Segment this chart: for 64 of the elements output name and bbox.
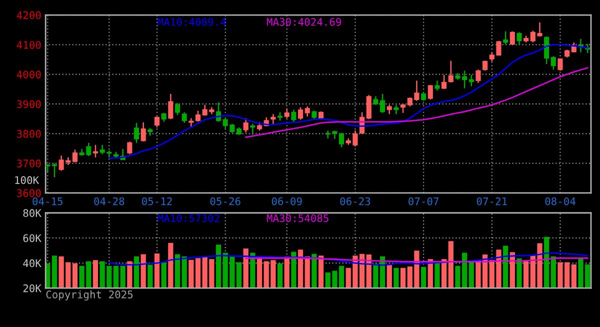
candlestick xyxy=(442,74,447,90)
text: MA10:57302 xyxy=(158,214,220,222)
candlestick xyxy=(284,108,290,119)
candlestick xyxy=(434,80,440,92)
candlestick xyxy=(250,123,256,136)
y-tick-label: 3600 xyxy=(17,189,41,198)
y-tick-label: 80K xyxy=(23,209,42,218)
candlestick xyxy=(482,60,488,72)
x-tick-label: 07-07 xyxy=(408,197,438,206)
x-tick-label: 05-12 xyxy=(142,197,172,206)
candlestick xyxy=(92,144,98,158)
x-tick-label: 04-15 xyxy=(32,197,62,206)
x-tick-label: 05-26 xyxy=(210,197,240,206)
candlestick xyxy=(339,132,344,148)
candlestick xyxy=(52,162,58,178)
candlestick xyxy=(394,104,399,115)
text: MA30:54085 xyxy=(266,214,328,222)
x-tick-label: 06-09 xyxy=(272,197,302,206)
x-tick-label: 06-23 xyxy=(340,197,370,206)
text: MA10:4089.4 xyxy=(158,18,226,26)
candlestick xyxy=(366,94,372,120)
y-tick-label: 3900 xyxy=(17,100,41,108)
x-tick-label: 04-28 xyxy=(94,197,124,206)
candlestick xyxy=(380,93,386,114)
candlestick xyxy=(544,36,550,65)
candlestick xyxy=(243,118,248,134)
candlestick xyxy=(270,113,276,124)
candlestick xyxy=(188,118,194,128)
text: Copyright 2025 xyxy=(46,290,133,300)
y-tick-label: 3700 xyxy=(17,160,41,168)
y-tick-label: 4100 xyxy=(16,40,41,49)
text: 100K xyxy=(15,176,40,184)
candlestick xyxy=(154,116,160,128)
y-tick-label: 20K xyxy=(23,284,42,292)
candlestick xyxy=(503,30,508,45)
line-series xyxy=(108,252,588,266)
candlestick xyxy=(72,149,78,164)
candlestick xyxy=(428,84,433,100)
candlestick xyxy=(550,56,556,70)
x-tick-label: 07-21 xyxy=(476,197,507,206)
y-tick-label: 4000 xyxy=(16,70,41,78)
candlestick xyxy=(168,93,174,120)
y-tick-label: 40K xyxy=(23,259,42,268)
y-tick-label: 60K xyxy=(23,234,42,242)
candlestick xyxy=(510,30,515,46)
candlestick xyxy=(448,60,454,83)
candlestick xyxy=(304,106,310,118)
candlestick xyxy=(516,32,522,46)
line-series xyxy=(245,67,588,138)
candlestick xyxy=(174,102,180,116)
x-tick-label: 08-04 xyxy=(545,197,576,206)
text: MA30:4024.69 xyxy=(266,18,342,26)
candlestick xyxy=(182,112,187,124)
candlestick xyxy=(127,141,132,155)
candlestick xyxy=(195,110,201,122)
candlestick xyxy=(386,104,392,115)
candlestick xyxy=(476,68,481,84)
candlestick xyxy=(140,122,146,142)
candlestick xyxy=(134,122,140,144)
y-tick-label: 4200 xyxy=(16,11,41,20)
y-tick-label: 3800 xyxy=(17,130,41,138)
candlestick xyxy=(298,106,304,120)
candlestick xyxy=(291,109,296,122)
candlestick xyxy=(558,58,563,72)
